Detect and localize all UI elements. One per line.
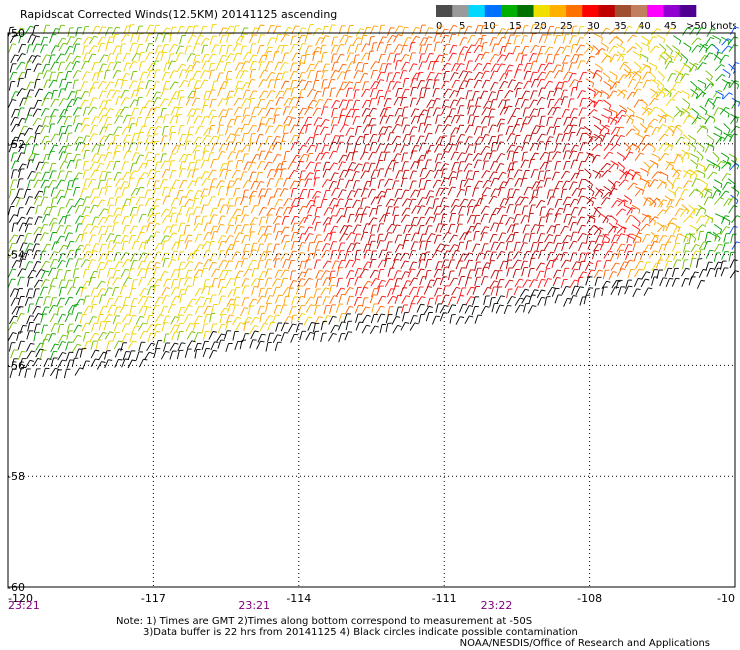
note-line-1: Note: 1) Times are GMT 2)Times along bot…	[116, 616, 533, 627]
colorbar-segment	[663, 5, 681, 17]
colorbar-segment	[468, 5, 486, 17]
colorbar-label: 5	[459, 21, 465, 32]
credit-line: NOAA/NESDIS/Office of Research and Appli…	[459, 638, 710, 649]
colorbar-segment	[679, 5, 697, 17]
lat-tick-label: -50	[7, 27, 25, 40]
lat-tick-label: -52	[7, 138, 25, 151]
lon-tick-label: -108	[577, 592, 602, 605]
lat-tick-label: -58	[7, 470, 25, 483]
map-grid	[7, 32, 736, 588]
colorbar-segment	[582, 5, 599, 17]
colorbar-segment	[566, 5, 583, 17]
colorbar-label: 40	[638, 21, 651, 32]
colorbar-segment	[452, 5, 469, 17]
colorbar-segment	[647, 5, 664, 17]
lon-tick-label: -120	[8, 592, 33, 605]
colorbar-label: 45	[664, 21, 677, 32]
colorbar-label: 10	[483, 21, 496, 32]
colorbar-segment	[517, 5, 534, 17]
lat-tick-label: -56	[7, 359, 25, 372]
map-frame	[7, 32, 736, 588]
colorbar-segment	[533, 5, 551, 17]
colorbar-segment	[631, 5, 648, 17]
time-label: 23:22	[481, 599, 513, 612]
colorbar-segment	[598, 5, 616, 17]
time-label: 23:21	[238, 599, 270, 612]
colorbar-segment	[614, 5, 632, 17]
colorbar-segment	[549, 5, 567, 17]
colorbar-segment	[436, 5, 453, 17]
colorbar-segment	[484, 5, 502, 17]
chart-title: Rapidscat Corrected Winds(12.5KM) 201411…	[20, 8, 338, 21]
colorbar-label: 20	[534, 21, 547, 32]
colorbar-label: 35	[614, 21, 627, 32]
lat-tick-label: -54	[7, 249, 25, 262]
colorbar-label: >50 knots	[686, 21, 736, 32]
axis-labels: -120 -117 -114 -111 -108 -10 -50 -52 -54 -56 -58 -6…	[7, 27, 735, 612]
lat-tick-label: -60	[7, 581, 25, 594]
colorbar-label: 15	[509, 21, 522, 32]
wind-barbs-layer	[7, 23, 740, 379]
lon-tick-label: -10	[717, 592, 735, 605]
lon-tick-label: -111	[432, 592, 457, 605]
note-line-2: 3)Data buffer is 22 hrs from 20141125 4)…	[143, 627, 578, 638]
lon-tick-label: -117	[141, 592, 166, 605]
colorbar-segment	[501, 5, 518, 17]
lon-tick-label: -114	[286, 592, 311, 605]
time-label: 23:21	[8, 599, 40, 612]
colorbar-label: 30	[587, 21, 600, 32]
